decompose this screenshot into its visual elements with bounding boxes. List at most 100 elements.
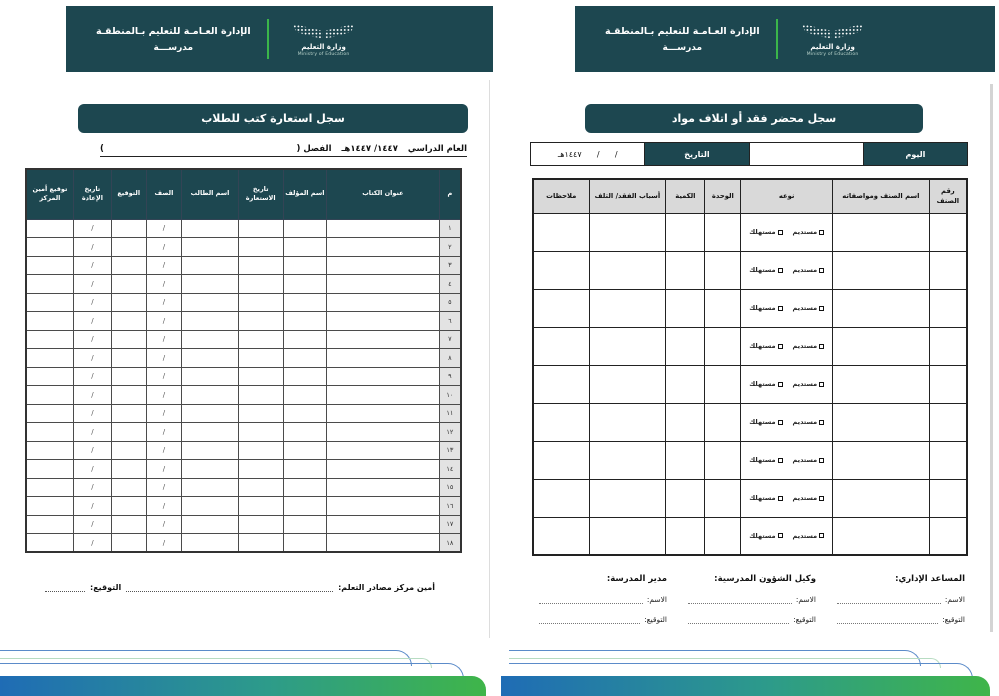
form-cell[interactable] [181, 514, 239, 534]
form-cell[interactable] [928, 250, 968, 290]
date-slash-cell[interactable]: / [145, 403, 183, 423]
form-cell[interactable] [704, 364, 742, 404]
form-cell[interactable] [282, 366, 328, 386]
form-cell[interactable] [237, 218, 284, 238]
form-cell[interactable] [928, 516, 968, 556]
date-slash-cell[interactable]: / [72, 477, 112, 497]
date-slash-cell[interactable]: / [145, 311, 183, 331]
form-cell[interactable] [831, 288, 930, 328]
date-slash-cell[interactable]: / [145, 329, 183, 349]
form-cell[interactable] [181, 477, 239, 497]
form-cell[interactable] [25, 274, 74, 294]
form-cell[interactable] [588, 288, 667, 328]
form-cell[interactable] [181, 422, 239, 442]
form-cell[interactable] [110, 385, 147, 405]
form-cell[interactable] [25, 311, 74, 331]
form-cell[interactable] [326, 348, 440, 368]
form-cell[interactable] [326, 218, 440, 238]
form-cell[interactable] [326, 440, 440, 460]
name-line[interactable] [539, 595, 643, 604]
date-slash-cell[interactable]: / [72, 366, 112, 386]
checkbox-icon[interactable] [819, 229, 825, 235]
form-cell[interactable] [25, 422, 74, 442]
form-cell[interactable] [110, 496, 147, 516]
checkbox-icon[interactable] [777, 305, 783, 311]
checkbox-icon[interactable] [819, 305, 825, 311]
form-cell[interactable] [181, 274, 239, 294]
date-slash-cell[interactable]: / [72, 218, 112, 238]
form-cell[interactable] [181, 348, 239, 368]
form-cell[interactable] [237, 385, 284, 405]
form-cell[interactable] [326, 311, 440, 331]
form-cell[interactable] [665, 478, 706, 518]
form-cell[interactable] [326, 237, 440, 257]
form-cell[interactable] [282, 292, 328, 312]
form-cell[interactable] [181, 366, 239, 386]
form-cell[interactable] [532, 516, 590, 556]
form-cell[interactable] [25, 477, 74, 497]
date-slash-cell[interactable]: / [145, 348, 183, 368]
form-cell[interactable] [181, 403, 239, 423]
signature-line[interactable] [45, 583, 85, 592]
form-cell[interactable] [25, 403, 74, 423]
form-cell[interactable] [110, 218, 147, 238]
form-cell[interactable] [704, 402, 742, 442]
date-slash-cell[interactable]: / [145, 422, 183, 442]
form-cell[interactable] [110, 514, 147, 534]
form-cell[interactable] [326, 477, 440, 497]
checkbox-icon[interactable] [777, 381, 783, 387]
form-cell[interactable] [588, 516, 667, 556]
form-cell[interactable] [237, 366, 284, 386]
date-slash-cell[interactable]: / [145, 255, 183, 275]
form-cell[interactable] [532, 326, 590, 366]
form-cell[interactable] [588, 212, 667, 252]
form-cell[interactable] [110, 366, 147, 386]
form-cell[interactable] [282, 329, 328, 349]
form-cell[interactable] [704, 516, 742, 556]
date-slash-cell[interactable]: / [145, 366, 183, 386]
form-cell[interactable] [282, 496, 328, 516]
form-cell[interactable] [25, 237, 74, 257]
form-cell[interactable] [831, 516, 930, 556]
form-cell[interactable] [25, 366, 74, 386]
form-cell[interactable] [704, 288, 742, 328]
form-cell[interactable] [665, 402, 706, 442]
form-cell[interactable] [326, 533, 440, 553]
form-cell[interactable] [532, 402, 590, 442]
checkbox-icon[interactable] [819, 457, 825, 463]
form-cell[interactable] [237, 255, 284, 275]
form-cell[interactable] [110, 477, 147, 497]
form-cell[interactable] [588, 402, 667, 442]
form-cell[interactable] [532, 478, 590, 518]
date-slash-cell[interactable]: / [72, 348, 112, 368]
form-cell[interactable] [665, 440, 706, 480]
form-cell[interactable] [237, 477, 284, 497]
form-cell[interactable] [110, 440, 147, 460]
form-cell[interactable] [831, 326, 930, 366]
form-cell[interactable] [831, 364, 930, 404]
form-cell[interactable] [282, 385, 328, 405]
date-slash-cell[interactable]: / [145, 496, 183, 516]
form-cell[interactable] [110, 459, 147, 479]
form-cell[interactable] [665, 212, 706, 252]
form-cell[interactable] [326, 514, 440, 534]
form-cell[interactable] [237, 422, 284, 442]
form-cell[interactable] [282, 274, 328, 294]
date-slash-cell[interactable]: / [145, 440, 183, 460]
form-cell[interactable] [237, 274, 284, 294]
form-cell[interactable] [181, 496, 239, 516]
date-slash-cell[interactable]: / [72, 255, 112, 275]
sign-line[interactable] [539, 615, 641, 624]
form-cell[interactable] [282, 237, 328, 257]
form-cell[interactable] [532, 364, 590, 404]
form-cell[interactable] [25, 218, 74, 238]
date-slash-cell[interactable]: / [145, 218, 183, 238]
form-cell[interactable] [237, 329, 284, 349]
date-slash-cell[interactable]: / [72, 496, 112, 516]
form-cell[interactable] [25, 385, 74, 405]
day-input-cell[interactable] [749, 143, 864, 165]
form-cell[interactable] [326, 366, 440, 386]
checkbox-icon[interactable] [819, 267, 825, 273]
date-slash-cell[interactable]: / [72, 440, 112, 460]
date-slash-cell[interactable]: / [72, 329, 112, 349]
